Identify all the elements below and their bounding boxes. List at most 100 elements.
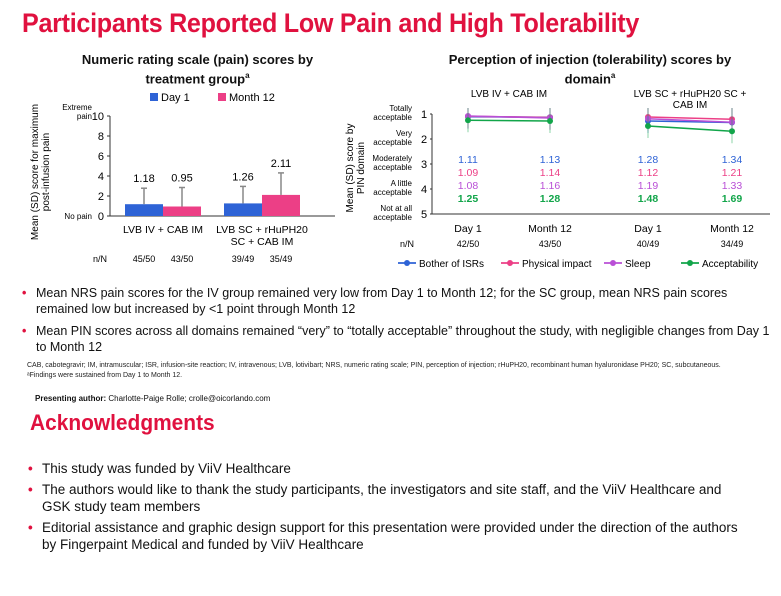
ack-bullet-text: Editorial assistance and graphic design …	[42, 520, 738, 552]
nn-value: 35/49	[270, 254, 293, 264]
nn-value: 43/50	[539, 239, 562, 249]
data-label: 1.26	[232, 171, 253, 183]
group-label: LVB SC + rHuPH20 SC + CAB IM	[216, 224, 308, 248]
nn-label: n/N	[400, 239, 414, 249]
y-tick-label: 2	[98, 191, 104, 203]
nn-value: 42/50	[457, 239, 480, 249]
series-line	[467, 119, 551, 122]
panel-title: LVB SC + rHuPH20 SC + CAB IM	[634, 89, 747, 111]
footnotes: CAB, cabotegravir; IM, intramuscular; IS…	[27, 361, 767, 381]
ack-bullet: • The authors would like to thank the st…	[28, 481, 743, 515]
series-line	[647, 117, 733, 124]
data-label: 1.09	[458, 167, 479, 179]
y-tick-text: Totally acceptable	[373, 104, 412, 122]
slide-title: Participants Reported Low Pain and High …	[22, 8, 640, 38]
y-tick-text: Moderately acceptable	[372, 154, 412, 172]
y-tick-label: 4	[98, 171, 104, 183]
left-chart-title: Numeric rating scale (pain) scores by tr…	[70, 52, 325, 87]
legend-marker	[610, 260, 616, 266]
data-label: 1.08	[458, 180, 479, 192]
right-chart-title-sup: a	[610, 71, 616, 80]
y-tick-label: 10	[92, 111, 104, 123]
nn-label: n/N	[93, 254, 107, 264]
nn-value: 45/50	[133, 254, 156, 264]
left-chart-title-text: Numeric rating scale (pain) scores by tr…	[81, 52, 314, 87]
y-tick-label: 5	[421, 209, 427, 221]
nn-value: 40/49	[637, 239, 660, 249]
ack-bullet-text: The authors would like to thank the stud…	[42, 482, 722, 514]
bullet-dot: •	[28, 461, 33, 476]
bullet-dot: •	[22, 286, 27, 300]
y-tick-text: A little acceptable	[373, 179, 412, 197]
bullet-dot: •	[28, 482, 33, 497]
legend-marker	[687, 260, 693, 266]
bar	[262, 194, 300, 216]
data-label: 1.19	[638, 180, 659, 192]
presenting-author-value: Charlotte-Paige Rolle; crolle@oicorlando…	[108, 394, 271, 403]
data-label: 1.34	[722, 154, 743, 166]
series-line	[647, 125, 733, 133]
right-chart-title-text: Perception of injection (tolerability) s…	[448, 52, 732, 87]
bar	[224, 203, 262, 216]
footnote-abbreviations: CAB, cabotegravir; IM, intramuscular; IS…	[27, 362, 721, 369]
data-label: 1.18	[133, 173, 154, 185]
anchor-top-label: Extreme pain	[62, 103, 92, 121]
legend-label: Physical impact	[522, 259, 592, 270]
data-label: 1.69	[722, 193, 743, 205]
nn-value: 39/49	[232, 254, 255, 264]
data-label: 1.48	[638, 193, 659, 205]
bar	[163, 206, 201, 216]
acknowledgments-list: • This study was funded by ViiV Healthca…	[28, 460, 743, 553]
findings-bullet-text: Mean PIN scores across all domains remai…	[36, 324, 770, 354]
bullet-dot: •	[28, 520, 33, 535]
ack-bullet: • Editorial assistance and graphic desig…	[28, 519, 743, 553]
data-label: 1.13	[540, 154, 561, 166]
bar	[125, 204, 163, 216]
pain-bar-chart: Day 1 Month 12 Mean (SD) score for maximum…	[30, 92, 335, 264]
data-label: 0.95	[171, 173, 192, 185]
y-axis-label: Mean (SD) score byPIN domain	[345, 124, 367, 213]
ack-bullet-text: This study was funded by ViiV Healthcare	[42, 461, 291, 476]
data-label: 1.28	[638, 154, 659, 166]
tolerability-line-chart: Mean (SD) score byPIN domain Totally accep…	[345, 89, 770, 270]
group-label: LVB IV + CAB IM	[123, 224, 203, 236]
findings-bullets: • Mean NRS pain scores for the IV group …	[22, 285, 772, 355]
y-tick-label: 1	[421, 109, 427, 121]
legend-swatch	[218, 93, 226, 101]
data-label: 2.11	[271, 158, 292, 170]
y-tick-label: 4	[421, 184, 427, 196]
data-point	[465, 117, 471, 124]
presenting-author-label: Presenting author:	[35, 394, 107, 403]
legend-marker	[404, 260, 410, 266]
presenting-author: Presenting author: Charlotte-Paige Rolle…	[35, 394, 270, 403]
panel-title: LVB IV + CAB IM	[471, 89, 547, 100]
findings-bullet: • Mean NRS pain scores for the IV group …	[22, 285, 772, 317]
legend-swatch	[150, 93, 158, 101]
nn-value: 34/49	[721, 239, 744, 249]
series-line	[647, 116, 733, 121]
right-chart-title: Perception of injection (tolerability) s…	[440, 52, 740, 87]
findings-bullet: • Mean PIN scores across all domains rem…	[22, 323, 772, 355]
legend-label: Sleep	[625, 259, 651, 270]
x-tick-label: Day 1	[454, 223, 482, 235]
data-label: 1.14	[540, 167, 561, 179]
y-tick-label: 8	[98, 131, 104, 143]
data-label: 1.16	[540, 180, 561, 192]
ack-bullet: • This study was funded by ViiV Healthca…	[28, 460, 743, 477]
data-point	[645, 123, 651, 129]
bullet-dot: •	[22, 324, 27, 338]
data-label: 1.25	[458, 193, 479, 205]
data-point	[547, 118, 553, 124]
data-label: 1.21	[722, 167, 743, 179]
legend-label: Bother of ISRs	[419, 259, 484, 270]
data-label: 1.33	[722, 180, 743, 192]
x-tick-label: Month 12	[528, 223, 572, 235]
findings-bullet-text: Mean NRS pain scores for the IV group re…	[36, 286, 728, 316]
y-tick-label: 0	[98, 211, 104, 223]
nn-value: 43/50	[171, 254, 194, 264]
data-label: 1.12	[638, 167, 659, 179]
x-tick-label: Month 12	[710, 223, 754, 235]
y-tick-label: 3	[421, 159, 427, 171]
footnote-a: ᵃFindings were sustained from Day 1 to M…	[27, 372, 183, 379]
acknowledgments-title: Acknowledgments	[30, 410, 215, 435]
